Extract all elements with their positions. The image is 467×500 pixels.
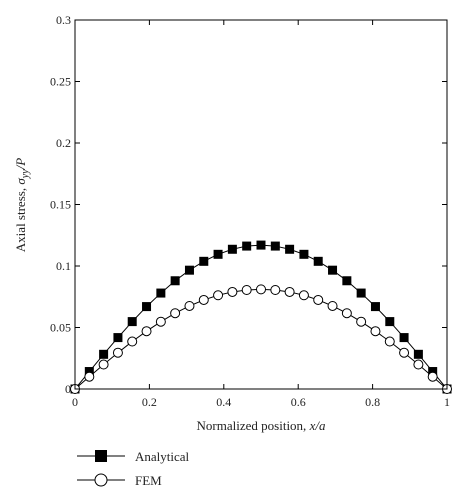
data-point-fem <box>341 308 352 319</box>
x-axis-label: Normalized position, x/a <box>197 418 326 433</box>
data-point-analytical <box>227 244 237 254</box>
data-point-fem <box>370 326 381 337</box>
data-point-fem <box>241 284 252 295</box>
x-axis-label-text: Normalized position, <box>197 418 310 433</box>
y-tick-label: 0.15 <box>50 198 71 212</box>
data-point-fem <box>155 316 166 327</box>
y-tick-label: 0 <box>65 382 71 396</box>
data-point-analytical <box>256 240 266 250</box>
data-point-fem <box>313 294 324 305</box>
data-point-analytical <box>113 333 123 343</box>
data-point-fem <box>227 286 238 297</box>
data-point-analytical <box>370 302 380 312</box>
data-point-analytical <box>285 244 295 254</box>
data-point-analytical <box>156 288 166 298</box>
x-tick-label: 0.4 <box>216 395 231 409</box>
data-point-analytical <box>199 256 209 266</box>
y-tick-label: 0.3 <box>56 13 71 27</box>
y-tick-label: 0.25 <box>50 75 71 89</box>
x-tick-label: 1 <box>444 395 450 409</box>
y-axis-label-text: Axial stress, <box>13 185 28 253</box>
y-axis-label: Axial stress, σyy/P <box>13 158 31 252</box>
y-axis-label-tail: /P <box>13 158 28 171</box>
legend-item-fem: FEM <box>77 473 162 488</box>
data-point-analytical <box>328 265 338 275</box>
data-point-analytical <box>428 367 438 377</box>
data-point-analytical <box>385 317 395 327</box>
plot-frame <box>74 19 448 390</box>
data-point-fem <box>198 294 209 305</box>
x-tick-label: 0 <box>72 395 78 409</box>
data-point-fem <box>356 316 367 327</box>
data-point-analytical <box>313 256 323 266</box>
data-point-fem <box>141 326 152 337</box>
data-point-fem <box>384 336 395 347</box>
data-point-analytical <box>242 241 252 251</box>
data-point-analytical <box>342 276 352 286</box>
legend-label-analytical: Analytical <box>135 449 190 464</box>
y-tick-label: 0.05 <box>50 321 71 335</box>
legend: Analytical FEM <box>77 449 190 488</box>
x-tick-label: 0.2 <box>142 395 157 409</box>
y-axis-label-subscript: yy <box>20 169 31 179</box>
data-point-fem <box>213 290 224 301</box>
data-point-fem <box>84 371 95 382</box>
data-point-analytical <box>270 241 280 251</box>
data-point-analytical <box>184 265 194 275</box>
x-tick-label: 0.8 <box>365 395 380 409</box>
data-point-analytical <box>99 349 109 359</box>
y-tick-label: 0.1 <box>56 259 71 273</box>
data-point-fem <box>170 308 181 319</box>
data-point-fem <box>270 284 281 295</box>
data-point-analytical <box>213 249 223 259</box>
data-point-fem <box>298 290 309 301</box>
data-point-analytical <box>170 276 180 286</box>
data-point-analytical <box>142 302 152 312</box>
data-point-analytical <box>356 288 366 298</box>
data-point-analytical <box>399 333 409 343</box>
data-point-fem <box>256 284 266 295</box>
y-axis-label-symbol: σ <box>13 178 28 185</box>
x-tick-label: 0.6 <box>291 395 306 409</box>
series-line-analytical <box>74 244 448 390</box>
data-point-analytical <box>84 367 94 377</box>
y-tick-label: 0.2 <box>56 136 71 150</box>
data-point-fem <box>284 286 295 297</box>
ticks-layer: 0 0.2 0.4 0.6 0.8 1 0 0.05 0.1 0.15 0.2 0.25 0.3 <box>50 13 450 409</box>
data-point-fem <box>184 300 195 311</box>
series-layer <box>70 240 452 394</box>
legend-label-fem: FEM <box>135 473 162 488</box>
x-axis-label-variable: x/a <box>309 418 326 433</box>
legend-item-analytical: Analytical <box>77 449 190 464</box>
data-point-fem <box>98 359 109 370</box>
data-point-fem <box>413 359 424 370</box>
data-point-fem <box>112 347 123 358</box>
data-point-fem <box>399 347 410 358</box>
legend-marker-fem <box>94 473 108 487</box>
data-point-analytical <box>127 317 137 327</box>
data-point-fem <box>327 300 338 311</box>
legend-marker-analytical <box>95 450 107 462</box>
data-point-fem <box>427 371 438 382</box>
data-point-analytical <box>299 249 309 259</box>
data-point-analytical <box>413 349 423 359</box>
data-point-fem <box>127 336 138 347</box>
